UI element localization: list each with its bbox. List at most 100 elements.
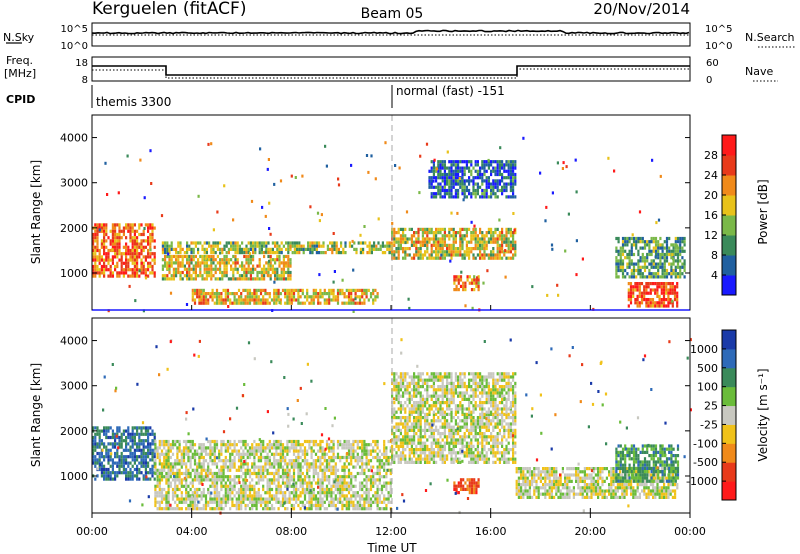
heatmap-cell: [96, 229, 99, 233]
heatmap-cell: [225, 244, 228, 248]
heatmap-cell: [385, 481, 388, 485]
heatmap-cell: [368, 247, 371, 251]
heatmap-cell: [138, 252, 141, 256]
heatmap-cell: [501, 176, 504, 180]
heatmap-cell: [266, 273, 269, 277]
heatmap-cell: [659, 252, 662, 257]
heatmap-cell: [289, 261, 292, 265]
heatmap-cell: [245, 244, 248, 248]
heatmap-cell: [138, 461, 141, 465]
heatmap-cell: [286, 449, 289, 453]
heatmap-cell: [435, 176, 438, 180]
heatmap-cell: [229, 462, 232, 466]
heatmap-cell: [254, 267, 257, 271]
heatmap-cell: [365, 475, 368, 479]
heatmap-cell: [323, 465, 326, 469]
heatmap-cell: [182, 462, 186, 466]
heatmap-cell: [333, 270, 336, 273]
heatmap-cell: [415, 231, 418, 235]
heatmap-cell: [147, 429, 150, 433]
heatmap-cell: [142, 261, 145, 265]
heatmap-cell: [238, 277, 241, 281]
heatmap-cell: [151, 229, 154, 233]
heatmap-cell: [100, 226, 103, 230]
heatmap-cell: [464, 281, 467, 285]
heatmap-cell: [243, 277, 246, 281]
cpid-row: CPID themis 3300 normal (fast) -151: [6, 84, 505, 109]
heatmap-cell: [461, 182, 464, 186]
heatmap-cell: [197, 251, 200, 255]
heatmap-cell: [105, 252, 108, 256]
heatmap-cell: [213, 301, 216, 305]
heatmap-cell: [221, 247, 224, 251]
heatmap-cell: [176, 449, 179, 453]
heatmap-cell: [120, 236, 123, 240]
heatmap-cell: [267, 254, 270, 259]
heatmap-cell: [168, 270, 171, 275]
heatmap-cell: [240, 484, 243, 488]
heatmap-cell: [399, 454, 402, 458]
heatmap-cell: [672, 257, 675, 261]
heatmap-cell: [432, 438, 435, 442]
heatmap-cell: [129, 477, 132, 481]
heatmap-cell: [448, 192, 451, 196]
heatmap-cell: [312, 459, 315, 463]
heatmap-cell: [361, 288, 364, 292]
heatmap-cell: [476, 188, 479, 193]
heatmap-cell: [262, 455, 265, 460]
heatmap-cell: [347, 475, 351, 479]
heatmap-cell: [512, 176, 515, 180]
heatmap-cell: [246, 503, 249, 508]
heatmap-cell: [267, 267, 270, 271]
heatmap-cell: [459, 231, 462, 235]
heatmap-cell: [111, 236, 114, 240]
heatmap-cell: [151, 471, 154, 475]
heatmap-cell: [191, 500, 194, 504]
heatmap-cell: [498, 237, 501, 241]
heatmap-cell: [279, 475, 282, 479]
heatmap-cell: [118, 258, 121, 262]
heatmap-cell: [317, 491, 320, 495]
heatmap-cell: [323, 491, 326, 495]
heatmap-cell: [399, 240, 402, 244]
heatmap-cell: [131, 451, 134, 456]
heatmap-cell: [200, 494, 203, 498]
heatmap-cell: [176, 487, 179, 492]
heatmap-cell: [140, 271, 143, 275]
heatmap-cell: [399, 432, 402, 436]
heatmap-cell: [393, 435, 396, 439]
heatmap-cell: [178, 475, 181, 479]
heatmap-cell: [127, 426, 130, 430]
heatmap-cell: [212, 274, 215, 278]
heatmap-cell: [188, 264, 191, 268]
heatmap-cell: [292, 475, 296, 479]
heatmap-cell: [237, 452, 241, 456]
heatmap-cell: [437, 448, 440, 452]
heatmap-cell: [483, 160, 486, 164]
heatmap-cell: [383, 462, 386, 466]
heatmap-cell: [361, 494, 364, 498]
heatmap-cell: [439, 227, 442, 231]
heatmap-cell: [142, 232, 145, 237]
heatmap-cell: [220, 471, 223, 476]
heatmap-cell: [98, 223, 101, 227]
heatmap-cell: [244, 295, 247, 299]
heatmap-cell: [297, 471, 300, 476]
heatmap-cell: [208, 254, 211, 259]
heatmap-cell: [165, 503, 168, 508]
heatmap-cell: [376, 459, 379, 463]
heatmap-cell: [367, 443, 370, 447]
heatmap-cell: [627, 294, 630, 298]
heatmap-cell: [509, 176, 512, 180]
heatmap-cell: [138, 442, 141, 446]
heatmap-cell: [268, 455, 271, 460]
heatmap-cell: [628, 236, 631, 241]
heatmap-cell: [567, 212, 570, 216]
heatmap-cell: [286, 507, 289, 511]
heatmap-cell: [347, 468, 351, 472]
heatmap-cell: [402, 448, 405, 452]
heatmap-cell: [448, 243, 451, 247]
heatmap-cell: [628, 240, 631, 244]
heatmap-cell: [339, 455, 342, 460]
heatmap-cell: [185, 497, 188, 501]
